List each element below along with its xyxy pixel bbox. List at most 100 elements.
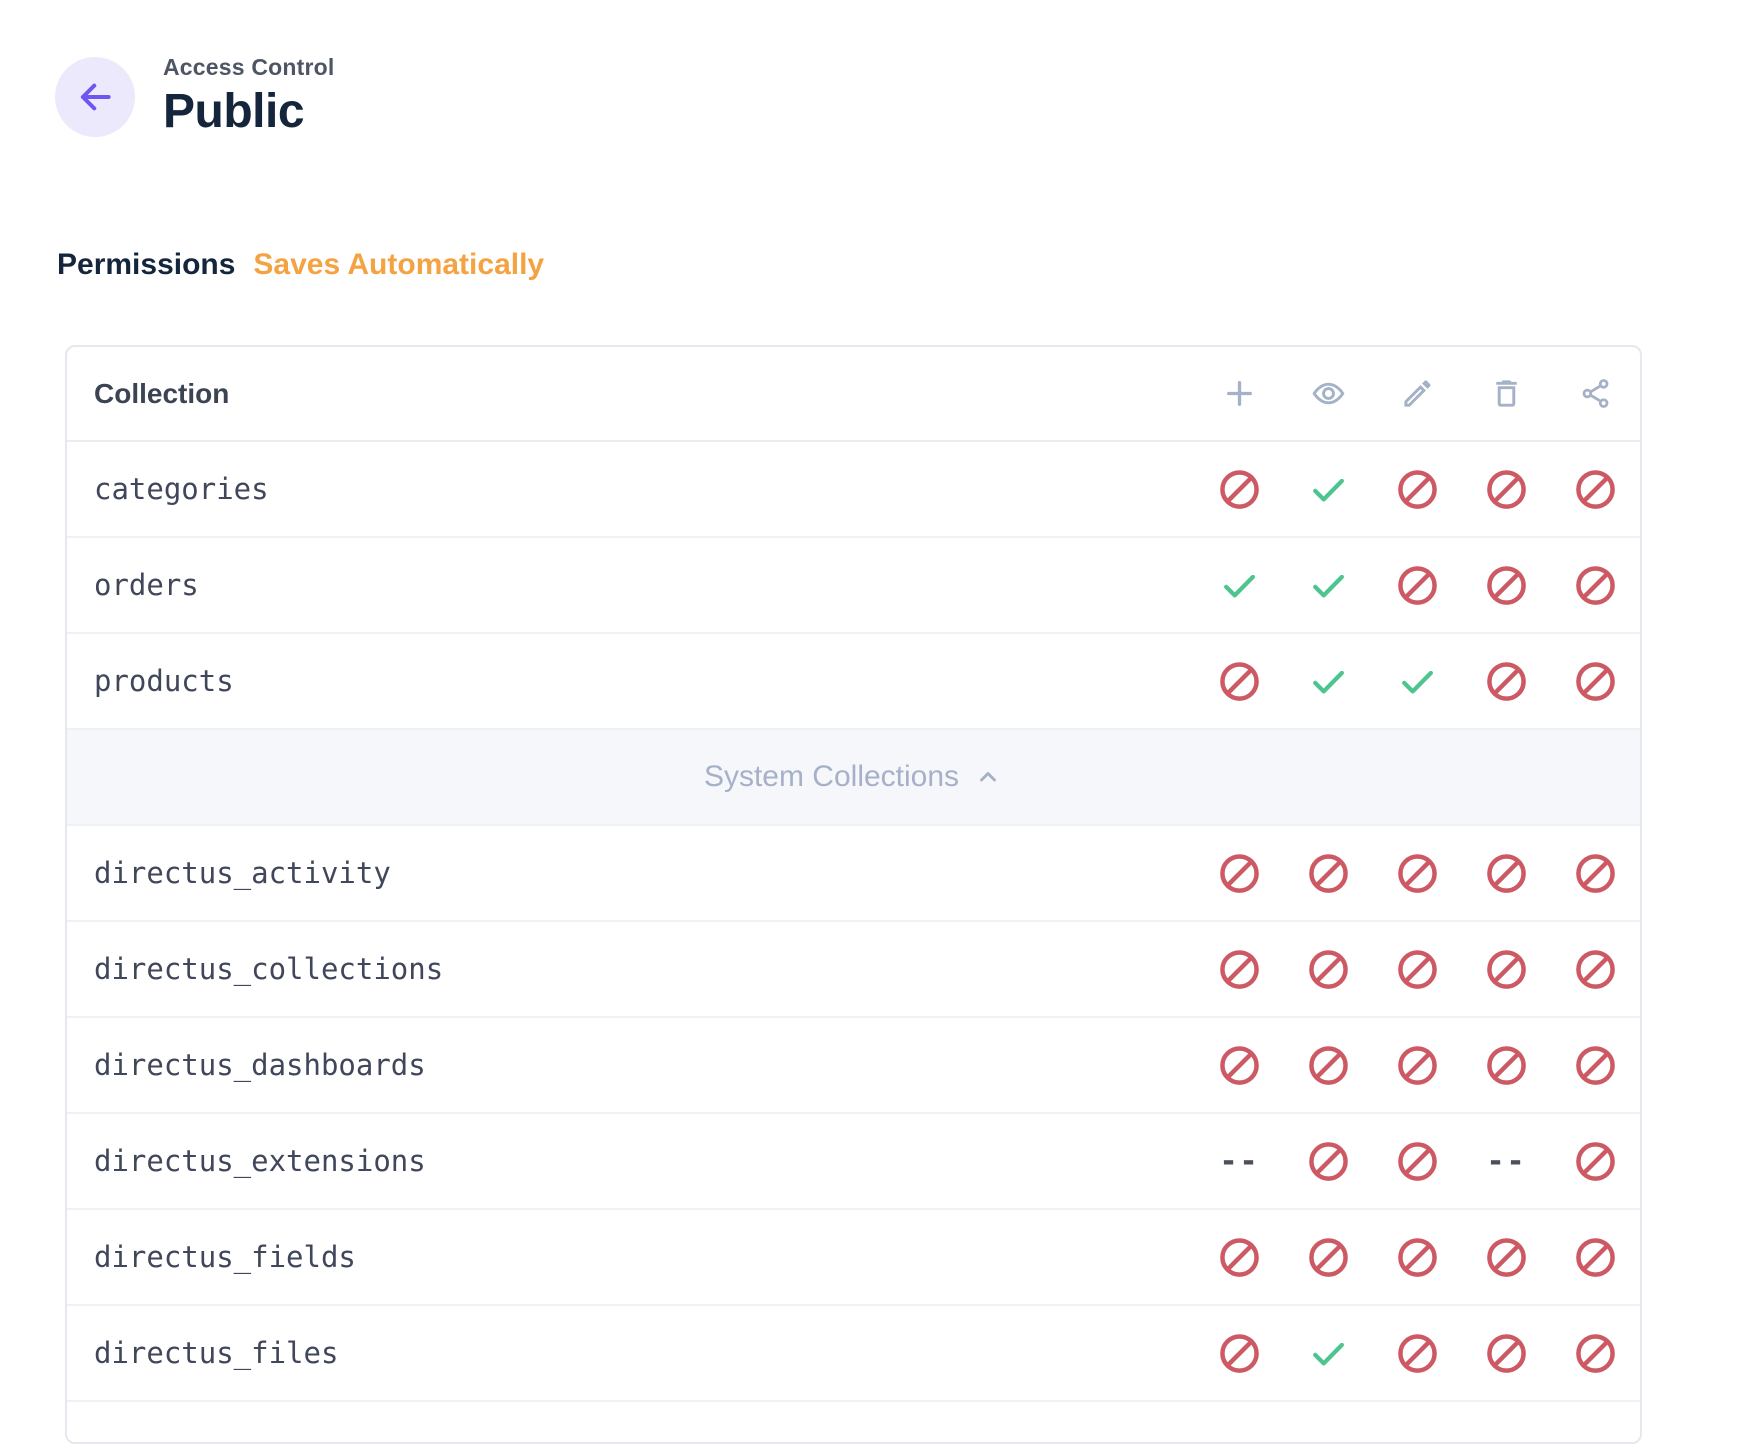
- permission-cells: -- --: [1195, 1113, 1640, 1209]
- block-icon: [1576, 1333, 1615, 1373]
- block-icon: [1487, 1237, 1526, 1277]
- block-icon: [1309, 1045, 1348, 1085]
- table-row: products: [67, 634, 1640, 730]
- permission-toggle-read-block[interactable]: [1284, 921, 1373, 1017]
- permission-toggle-create-block[interactable]: [1195, 825, 1284, 921]
- system-collections-label: System Collections: [703, 760, 960, 793]
- permission-toggle-update-block[interactable]: [1373, 537, 1462, 633]
- permission-toggle-delete-block[interactable]: [1462, 825, 1551, 921]
- collection-name: products: [94, 664, 234, 698]
- column-header-share: [1551, 347, 1640, 441]
- permission-toggle-read-block[interactable]: [1284, 1209, 1373, 1305]
- permission-toggle-update-block[interactable]: [1373, 1209, 1462, 1305]
- permission-toggle-share-block[interactable]: [1551, 633, 1640, 729]
- permission-toggle-delete-block[interactable]: [1462, 633, 1551, 729]
- block-icon: [1398, 1045, 1437, 1085]
- block-icon: [1487, 661, 1526, 701]
- system-collections-rows: directus_activity directus_collections d…: [67, 826, 1640, 1402]
- permission-toggle-create-block[interactable]: [1195, 1305, 1284, 1401]
- permission-na-delete: --: [1462, 1113, 1551, 1209]
- block-icon: [1309, 1141, 1348, 1181]
- table-row-partial: [67, 1402, 1640, 1442]
- permission-toggle-read-check[interactable]: [1284, 441, 1373, 537]
- permission-toggle-read-check[interactable]: [1284, 1305, 1373, 1401]
- block-icon: [1576, 853, 1615, 893]
- permission-toggle-share-block[interactable]: [1551, 1305, 1640, 1401]
- block-icon: [1487, 853, 1526, 893]
- permission-toggle-read-block[interactable]: [1284, 1017, 1373, 1113]
- permission-toggle-read-block[interactable]: [1284, 1113, 1373, 1209]
- table-row: directus_activity: [67, 826, 1640, 922]
- block-icon: [1487, 1333, 1526, 1373]
- permission-toggle-update-block[interactable]: [1373, 825, 1462, 921]
- permission-columns: [1195, 347, 1640, 441]
- collection-column-header: Collection: [94, 377, 230, 409]
- permission-cells: [1195, 633, 1640, 729]
- permission-toggle-share-block[interactable]: [1551, 1113, 1640, 1209]
- eye-icon: [1312, 382, 1345, 405]
- block-icon: [1220, 469, 1259, 509]
- permission-toggle-delete-block[interactable]: [1462, 537, 1551, 633]
- permission-toggle-delete-block[interactable]: [1462, 921, 1551, 1017]
- column-header-update: [1373, 347, 1462, 441]
- column-header-delete: [1462, 347, 1551, 441]
- block-icon: [1398, 949, 1437, 989]
- permission-toggle-create-block[interactable]: [1195, 441, 1284, 537]
- permission-toggle-share-block[interactable]: [1551, 441, 1640, 537]
- permission-toggle-update-block[interactable]: [1373, 1113, 1462, 1209]
- permission-toggle-update-block[interactable]: [1373, 1305, 1462, 1401]
- permission-toggle-share-block[interactable]: [1551, 825, 1640, 921]
- user-collections-rows: categories orders products: [67, 442, 1640, 730]
- block-icon: [1220, 1237, 1259, 1277]
- permission-toggle-delete-block[interactable]: [1462, 1017, 1551, 1113]
- check-icon: [1313, 670, 1344, 694]
- permission-toggle-update-block[interactable]: [1373, 441, 1462, 537]
- block-icon: [1576, 565, 1615, 605]
- check-icon: [1313, 478, 1344, 502]
- table-header-row: Collection: [67, 347, 1640, 442]
- block-icon: [1576, 661, 1615, 701]
- page-header: Access Control Public: [55, 54, 335, 139]
- permission-cells: [1195, 825, 1640, 921]
- check-icon: [1224, 574, 1255, 598]
- system-collections-toggle[interactable]: System Collections: [67, 730, 1640, 826]
- table-row: directus_extensions -- --: [67, 1114, 1640, 1210]
- table-row: directus_fields: [67, 1210, 1640, 1306]
- permission-toggle-share-block[interactable]: [1551, 921, 1640, 1017]
- block-icon: [1309, 949, 1348, 989]
- permission-toggle-create-block[interactable]: [1195, 1017, 1284, 1113]
- title-block: Access Control Public: [163, 54, 335, 139]
- block-icon: [1576, 469, 1615, 509]
- block-icon: [1487, 469, 1526, 509]
- permission-toggle-share-block[interactable]: [1551, 1017, 1640, 1113]
- page-title: Public: [163, 85, 305, 138]
- permission-toggle-read-check[interactable]: [1284, 537, 1373, 633]
- block-icon: [1309, 1237, 1348, 1277]
- back-button[interactable]: [55, 56, 135, 137]
- block-icon: [1398, 565, 1437, 605]
- block-icon: [1220, 661, 1259, 701]
- permission-toggle-read-block[interactable]: [1284, 825, 1373, 921]
- permission-toggle-create-block[interactable]: [1195, 1209, 1284, 1305]
- permission-toggle-update-block[interactable]: [1373, 921, 1462, 1017]
- block-icon: [1576, 949, 1615, 989]
- permission-toggle-create-block[interactable]: [1195, 921, 1284, 1017]
- permission-toggle-delete-block[interactable]: [1462, 1305, 1551, 1401]
- permission-toggle-read-check[interactable]: [1284, 633, 1373, 729]
- share-icon: [1582, 379, 1609, 408]
- permission-toggle-create-block[interactable]: [1195, 633, 1284, 729]
- block-icon: [1487, 1045, 1526, 1085]
- permission-toggle-delete-block[interactable]: [1462, 1209, 1551, 1305]
- arrow-left-icon: [80, 83, 111, 110]
- block-icon: [1398, 1141, 1437, 1181]
- permission-toggle-delete-block[interactable]: [1462, 441, 1551, 537]
- permission-toggle-share-block[interactable]: [1551, 537, 1640, 633]
- block-icon: [1487, 565, 1526, 605]
- permission-toggle-create-check[interactable]: [1195, 537, 1284, 633]
- permission-toggle-update-block[interactable]: [1373, 1017, 1462, 1113]
- permission-toggle-share-block[interactable]: [1551, 1209, 1640, 1305]
- block-icon: [1220, 949, 1259, 989]
- block-icon: [1576, 1237, 1615, 1277]
- permission-toggle-update-check[interactable]: [1373, 633, 1462, 729]
- block-icon: [1576, 1141, 1615, 1181]
